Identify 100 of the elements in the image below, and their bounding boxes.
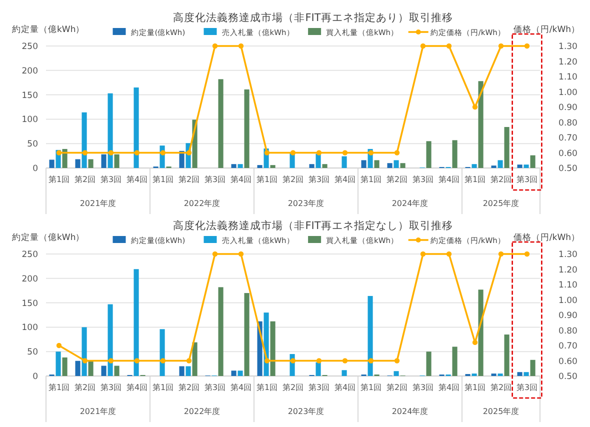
y-tick-label: 50 <box>27 140 38 150</box>
bar <box>452 346 458 376</box>
bar <box>186 366 191 376</box>
x-tick-label: 第4回 <box>334 175 356 184</box>
bar <box>400 163 406 168</box>
point <box>368 150 374 156</box>
bar <box>75 159 80 168</box>
chart-title: 高度化法義務達成市場（非FIT再エネ指定なし）取引推移 <box>173 219 453 232</box>
text: 2025年度 <box>482 407 520 416</box>
point <box>56 150 62 156</box>
point <box>82 150 88 156</box>
x-tick-label: 第4回 <box>438 175 460 184</box>
point <box>238 43 244 49</box>
bar <box>524 372 529 376</box>
bar <box>114 154 120 168</box>
x-tick-label: 第2回 <box>178 175 200 184</box>
bar <box>368 296 373 376</box>
x-tick-label: 第1回 <box>360 383 382 392</box>
point <box>446 251 452 257</box>
y2-tick-label: 0.70 <box>558 342 578 352</box>
bar <box>270 165 276 168</box>
text: 2022年度 <box>184 199 220 208</box>
y2-tick-label: 0.60 <box>558 148 578 159</box>
bar <box>322 164 328 168</box>
x-tick-label: 第3回 <box>100 175 122 184</box>
point <box>238 251 244 257</box>
bar <box>218 79 224 168</box>
bar <box>394 371 399 376</box>
y2-tick-label: 1.00 <box>558 296 578 306</box>
y2-tick-label: 0.80 <box>558 326 578 336</box>
y-tick-label: 150 <box>22 298 38 309</box>
bar <box>62 148 68 168</box>
bar <box>478 81 484 168</box>
x-tick-label: 第2回 <box>490 175 512 184</box>
x-tick-label: 第4回 <box>126 175 148 184</box>
bar <box>498 160 503 168</box>
bar <box>231 370 236 376</box>
bar <box>374 160 380 168</box>
bar <box>257 165 262 168</box>
point <box>368 358 374 364</box>
bar <box>342 370 347 376</box>
bar <box>75 360 80 376</box>
x-tick-label: 第2回 <box>74 383 96 392</box>
y2-tick-label: 1.20 <box>558 265 578 276</box>
y2-tick-label: 1.00 <box>558 88 578 98</box>
bar <box>504 334 510 376</box>
bar <box>238 164 243 168</box>
point <box>186 358 192 364</box>
bar <box>82 327 87 376</box>
point <box>290 150 296 156</box>
text: 2024年度 <box>392 407 428 416</box>
bar <box>394 160 399 168</box>
y2-axis-title: 価格（円/kWh） <box>513 24 580 35</box>
bar <box>361 160 366 168</box>
bar <box>426 141 432 168</box>
bar <box>517 372 522 376</box>
text: 2024年度 <box>392 199 428 208</box>
point <box>290 358 296 364</box>
bar <box>270 321 276 376</box>
bar <box>452 140 458 168</box>
y-tick-label: 50 <box>27 348 38 358</box>
bar <box>49 160 54 168</box>
y2-tick-label: 0.50 <box>558 164 578 174</box>
y2-tick-label: 0.50 <box>558 372 578 382</box>
x-tick-label: 第1回 <box>464 175 486 184</box>
x-tick-label: 第1回 <box>256 383 278 392</box>
point <box>316 358 322 364</box>
x-tick-label: 第4回 <box>438 383 460 392</box>
y2-tick-label: 0.90 <box>558 103 578 113</box>
x-tick-label: 第1回 <box>256 175 278 184</box>
x-tick-label: 第3回 <box>412 383 434 392</box>
x-tick-label: 第3回 <box>100 383 122 392</box>
bar <box>218 287 224 376</box>
x-tick-label: 第3回 <box>308 175 330 184</box>
point <box>82 358 88 364</box>
y2-tick-label: 0.60 <box>558 356 578 367</box>
y2-tick-label: 0.70 <box>558 134 578 144</box>
bar <box>101 366 106 376</box>
bar <box>82 112 87 168</box>
x-tick-label: 第3回 <box>412 175 434 184</box>
point <box>264 358 270 364</box>
x-tick-label: 第4回 <box>126 383 148 392</box>
point <box>394 150 400 156</box>
point <box>524 43 530 49</box>
x-tick-label: 第1回 <box>48 175 70 184</box>
bar <box>88 360 94 376</box>
bar <box>134 269 139 376</box>
y-tick-label: 200 <box>22 66 38 76</box>
bar <box>88 159 94 168</box>
x-tick-label: 第2回 <box>490 383 512 392</box>
bar <box>472 164 477 168</box>
bar <box>244 293 250 376</box>
bar <box>192 342 198 376</box>
point <box>420 43 426 49</box>
x-tick-label: 第3回 <box>308 383 330 392</box>
y-tick-label: 250 <box>22 250 38 260</box>
x-tick-label: 第2回 <box>74 175 96 184</box>
bar <box>160 329 165 376</box>
x-tick-label: 第2回 <box>386 383 408 392</box>
x-tick-label: 第3回 <box>204 383 226 392</box>
